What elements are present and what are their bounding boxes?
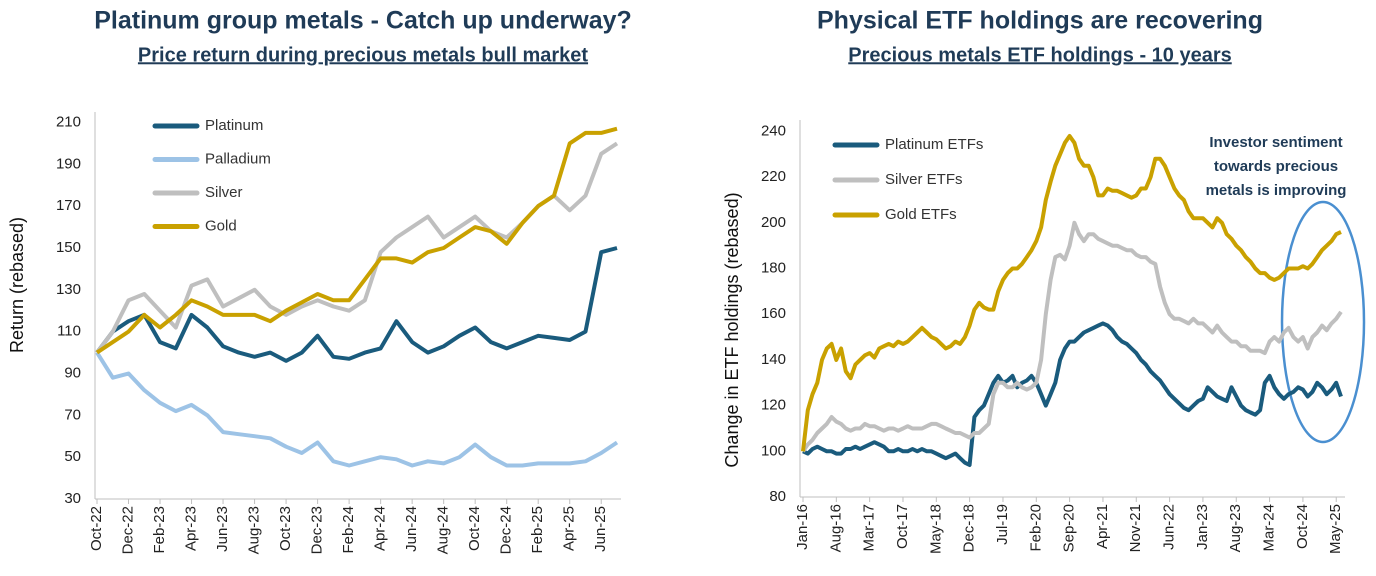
x-tick-label: Jun-24: [403, 506, 420, 552]
y-axis-title: Return (rebased): [7, 217, 27, 353]
chart-subtitle: Precious metals ETF holdings - 10 years: [848, 44, 1231, 66]
legend-label: Silver: [205, 184, 243, 201]
y-tick-label: 140: [761, 351, 786, 368]
y-tick-label: 170: [56, 197, 81, 214]
x-tick-label: Aug-23: [246, 506, 263, 554]
legend-label: Silver ETFs: [885, 171, 963, 188]
y-tick-label: 90: [64, 364, 81, 381]
y-tick-label: 70: [64, 406, 81, 423]
series-line: [801, 134, 1342, 452]
x-tick-label: Dec-18: [961, 504, 978, 552]
x-tick-label: Apr-24: [372, 506, 389, 551]
chart-title: Platinum group metals - Catch up underwa…: [94, 7, 632, 35]
x-tick-label: Apr-21: [1094, 504, 1111, 549]
x-tick-label: Apr-23: [183, 506, 200, 551]
y-axis-title: Change in ETF holdings (rebased): [722, 192, 742, 467]
x-tick-label: Feb-23: [151, 506, 168, 554]
x-tick-label: Oct-23: [277, 506, 294, 551]
x-tick-label: Mar-24: [1261, 504, 1278, 552]
x-tick-label: Dec-23: [309, 506, 326, 554]
highlight-ellipse: [1280, 200, 1366, 444]
series-line: [95, 246, 618, 363]
x-tick-label: Mar-17: [861, 504, 878, 552]
x-tick-label: Apr-25: [561, 506, 578, 551]
x-tick-label: Oct-24: [466, 506, 483, 551]
annotation: Investor sentiment: [1209, 134, 1342, 151]
y-tick-label: 120: [761, 397, 786, 414]
legend-label: Gold: [205, 217, 237, 234]
x-tick-label: Oct-24: [1294, 504, 1311, 549]
x-tick-label: Aug-24: [435, 506, 452, 554]
legend-label: Palladium: [205, 150, 271, 167]
y-tick-label: 180: [761, 259, 786, 276]
y-tick-label: 50: [64, 448, 81, 465]
x-tick-label: Aug-16: [827, 504, 844, 552]
x-tick-label: Feb-20: [1027, 504, 1044, 552]
x-tick-label: Jan-16: [794, 504, 811, 550]
x-tick-label: Oct-17: [894, 504, 911, 549]
y-tick-label: 110: [57, 323, 81, 340]
x-tick-label: May-18: [927, 504, 944, 554]
x-tick-label: Jun-22: [1161, 504, 1178, 550]
y-tick-label: 210: [56, 113, 81, 130]
chart-subtitle: Price return during precious metals bull…: [138, 44, 588, 66]
y-tick-label: 30: [64, 490, 81, 507]
x-tick-label: Dec-24: [498, 506, 515, 554]
y-tick-label: 240: [761, 122, 786, 139]
x-tick-label: Jul-19: [994, 504, 1011, 545]
chart-title: Physical ETF holdings are recovering: [817, 7, 1263, 35]
series-line: [802, 321, 1343, 467]
series-line: [801, 220, 1343, 453]
x-tick-label: Feb-25: [529, 506, 546, 554]
x-tick-label: Oct-22: [88, 506, 105, 551]
x-tick-label: Feb-24: [340, 506, 357, 554]
y-tick-label: 80: [769, 488, 786, 505]
series-line: [95, 126, 618, 355]
legend-label: Platinum: [205, 117, 263, 134]
x-tick-label: May-25: [1327, 504, 1344, 554]
x-tick-label: Jan-23: [1194, 504, 1211, 550]
x-tick-label: Jun-23: [214, 506, 231, 552]
x-tick-label: Sep-20: [1061, 504, 1078, 552]
series-line: [95, 141, 619, 354]
x-tick-label: Aug-23: [1227, 504, 1244, 552]
y-tick-label: 160: [761, 305, 786, 322]
y-tick-label: 190: [56, 155, 81, 172]
annotation: metals is improving: [1206, 182, 1347, 199]
legend-label: Platinum ETFs: [885, 136, 983, 153]
annotation: towards precious: [1214, 158, 1338, 175]
x-tick-label: Dec-22: [119, 506, 136, 554]
y-tick-label: 100: [761, 442, 786, 459]
y-tick-label: 200: [761, 214, 786, 231]
x-tick-label: Jun-25: [592, 506, 609, 552]
series-line: [95, 351, 619, 468]
y-tick-label: 150: [56, 239, 81, 256]
x-tick-label: Nov-21: [1127, 504, 1144, 552]
y-tick-label: 130: [56, 281, 81, 298]
y-tick-label: 220: [761, 168, 786, 185]
legend-label: Gold ETFs: [885, 206, 957, 223]
